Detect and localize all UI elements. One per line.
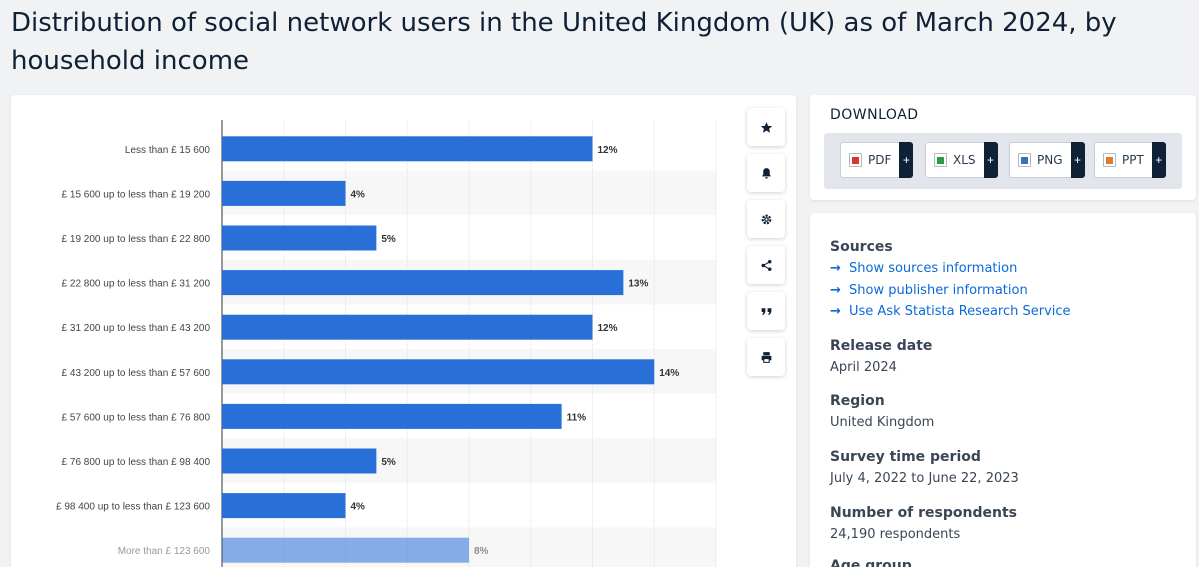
chart-card: 12% Less than £ 15 600 4% £ 15 600 up to le… (11, 95, 796, 567)
sources-heading: Sources (830, 239, 893, 255)
print-icon (761, 351, 771, 363)
show-sources-link[interactable]: → Show sources information (830, 261, 1017, 276)
gear-icon (761, 214, 771, 224)
info-panel: Sources → Show sources information → Show … (810, 213, 1196, 567)
download-png-main: PNG (1009, 142, 1071, 178)
download-title: DOWNLOAD (830, 107, 919, 123)
download-pdf-label: PDF (868, 153, 892, 167)
download-ppt-button[interactable]: PPT + (1094, 142, 1166, 178)
ppt-file-icon (1103, 153, 1116, 167)
data-label: 5% (381, 234, 396, 245)
download-pdf-button[interactable]: PDF + (840, 142, 914, 178)
download-buttons: PDF + XLS + PNG + PPT + (824, 133, 1182, 189)
data-label: 11% (567, 412, 587, 423)
bar[interactable] (222, 537, 469, 563)
data-label: 4% (351, 502, 366, 513)
ask-statista-label: Use Ask Statista Research Service (849, 304, 1071, 319)
download-ppt-plus[interactable]: + (1151, 142, 1166, 178)
download-xls-label: XLS (953, 153, 976, 167)
download-xls-button[interactable]: XLS + (925, 142, 998, 178)
page-title: Distribution of social network users in … (11, 8, 1117, 76)
arrow-right-icon: → (830, 283, 841, 298)
data-label: 12% (598, 323, 618, 334)
region-value: United Kingdom (830, 415, 935, 430)
download-pdf-plus[interactable]: + (899, 142, 914, 178)
ask-statista-link[interactable]: → Use Ask Statista Research Service (830, 304, 1071, 319)
data-label: 13% (628, 279, 648, 290)
data-label: 8% (474, 546, 489, 557)
show-sources-label: Show sources information (849, 261, 1018, 276)
category-label: £ 31 200 up to less than £ 43 200 (62, 323, 211, 334)
download-png-label: PNG (1037, 153, 1063, 167)
download-panel: DOWNLOAD PDF + XLS + PNG + (810, 95, 1196, 200)
arrow-right-icon: → (830, 304, 841, 319)
print-button[interactable] (747, 338, 785, 376)
bar[interactable] (222, 180, 346, 206)
bar[interactable] (222, 403, 562, 429)
bar[interactable] (222, 225, 377, 251)
download-xls-plus[interactable]: + (983, 142, 998, 178)
favorite-button[interactable] (747, 108, 785, 146)
category-label: £ 43 200 up to less than £ 57 600 (62, 368, 211, 379)
download-ppt-main: PPT (1094, 142, 1152, 178)
settings-button[interactable] (747, 200, 785, 238)
pdf-file-icon (849, 153, 862, 167)
category-label: £ 22 800 up to less than £ 31 200 (62, 279, 211, 290)
bar[interactable] (222, 270, 624, 296)
arrow-right-icon: → (830, 261, 841, 276)
category-label: More than £ 123 600 (118, 546, 211, 557)
notification-button[interactable] (747, 154, 785, 192)
bell-icon (761, 167, 771, 179)
download-png-plus[interactable]: + (1070, 142, 1085, 178)
respondents-heading: Number of respondents (830, 505, 1017, 521)
star-icon (760, 121, 772, 133)
category-label: £ 98 400 up to less than £ 123 600 (56, 502, 210, 513)
bar[interactable] (222, 359, 655, 385)
category-label: £ 76 800 up to less than £ 98 400 (62, 457, 211, 468)
respondents-value: 24,190 respondents (830, 527, 961, 542)
download-pdf-main: PDF (840, 142, 900, 178)
xls-file-icon (934, 153, 947, 167)
download-xls-main: XLS (925, 142, 984, 178)
age-group-heading: Age group (830, 558, 912, 567)
download-ppt-label: PPT (1122, 153, 1144, 167)
share-button[interactable] (747, 246, 785, 284)
chart-toolbar (747, 108, 785, 384)
data-label: 4% (351, 189, 366, 200)
show-publisher-label: Show publisher information (849, 283, 1028, 298)
bar[interactable] (222, 448, 377, 474)
category-label: £ 57 600 up to less than £ 76 800 (62, 412, 211, 423)
data-label: 14% (659, 368, 679, 379)
cite-button[interactable] (747, 292, 785, 330)
survey-period-value: July 4, 2022 to June 22, 2023 (830, 471, 1019, 486)
bar[interactable] (222, 493, 346, 519)
bar[interactable] (222, 136, 593, 162)
category-label: £ 15 600 up to less than £ 19 200 (62, 189, 211, 200)
category-label: Less than £ 15 600 (125, 145, 211, 156)
show-publisher-link[interactable]: → Show publisher information (830, 283, 1028, 298)
png-file-icon (1018, 153, 1031, 167)
region-heading: Region (830, 393, 885, 409)
bar[interactable] (222, 314, 593, 340)
release-date-value: April 2024 (830, 360, 897, 375)
share-icon (761, 259, 771, 271)
release-date-heading: Release date (830, 338, 933, 354)
data-label: 5% (381, 457, 396, 468)
data-label: 12% (598, 145, 618, 156)
quote-icon (761, 307, 771, 315)
category-label: £ 19 200 up to less than £ 22 800 (62, 234, 211, 245)
download-png-button[interactable]: PNG + (1009, 142, 1085, 178)
survey-period-heading: Survey time period (830, 449, 981, 465)
bar-chart: 12% Less than £ 15 600 4% £ 15 600 up to le… (56, 120, 717, 567)
